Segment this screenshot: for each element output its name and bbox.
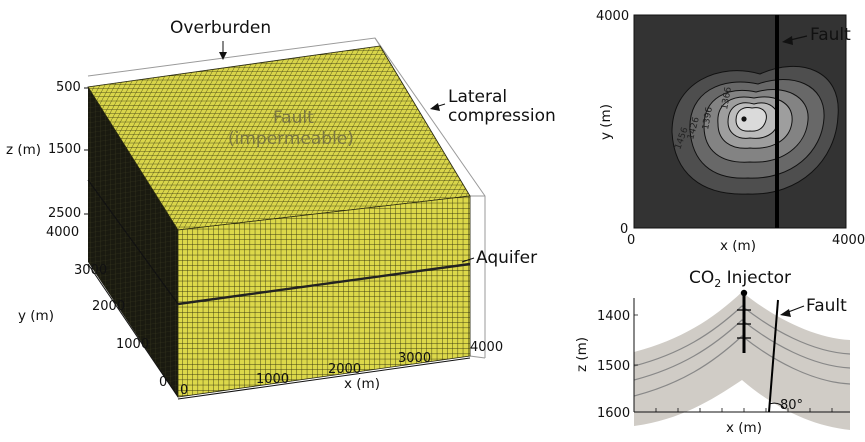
mesh-z-tick-1500: 1500 <box>48 142 81 157</box>
map-y-axis-label: y (m) <box>598 104 614 140</box>
aquifer-layer-line <box>177 262 471 306</box>
map-x-tick-0: 0 <box>627 233 635 248</box>
lateral-arrowhead <box>430 103 440 111</box>
mesh-y-tick-0: 0 <box>159 375 167 390</box>
section-z-axis-label: z (m) <box>574 337 590 372</box>
map-y-tick-0: 0 <box>620 222 628 237</box>
injector-head <box>740 289 748 297</box>
cross-section-horizons <box>633 305 851 397</box>
cross-section-panel <box>633 289 851 430</box>
mesh-y-axis: y (m) 4000 3000 2000 1000 0 <box>18 225 179 398</box>
map-fault-arrowhead <box>782 36 793 45</box>
section-z-tick-1400: 1400 <box>597 309 630 324</box>
map-y-tick-4000: 4000 <box>596 9 629 24</box>
fault-label-line2: (impermeable) <box>228 129 354 149</box>
mesh-x-tick-4000: 4000 <box>470 340 503 355</box>
mesh-annotations: Overburden Lateral compression Fault (im… <box>170 18 556 268</box>
mesh-y-axis-label: y (m) <box>18 308 54 324</box>
section-x-axis-label: x (m) <box>726 420 762 436</box>
section-z-tick-1600: 1600 <box>597 406 630 421</box>
contour-map-panel: 1366 1396 1426 1456 <box>633 14 847 229</box>
fault-label-line1: Fault <box>273 108 314 128</box>
injector-point <box>741 116 747 122</box>
mesh-z-tick-2500: 2500 <box>48 206 81 221</box>
mesh-y-tick-1000: 1000 <box>116 337 149 352</box>
overburden-arrowhead <box>219 52 227 60</box>
mesh-x-axis: x (m) 0 1000 2000 3000 4000 <box>177 340 503 400</box>
aquifer-arrow <box>461 257 475 263</box>
section-z-tick-1500: 1500 <box>597 359 630 374</box>
contour-lines <box>671 66 839 195</box>
cross-section-layers <box>634 292 850 430</box>
mesh-front-face <box>177 195 471 398</box>
contour-label-1396: 1396 <box>701 106 715 131</box>
contour-map-annotations: Fault 4000 0 y (m) 0 4000 x (m) <box>596 9 865 254</box>
aquifer-label: Aquifer <box>476 248 537 268</box>
mesh-y-tick-2000: 2000 <box>92 299 125 314</box>
mesh-z-axis-label: z (m) <box>6 142 41 158</box>
mesh-z-tick-500: 500 <box>56 80 81 95</box>
fault-line-section <box>768 299 779 413</box>
map-x-axis-label: x (m) <box>720 238 756 254</box>
aquifer-layer-line-side <box>87 179 179 305</box>
mesh-x-tick-1000: 1000 <box>256 372 289 387</box>
contour-label-1366: 1366 <box>720 86 734 111</box>
mesh-x-tick-0: 0 <box>180 383 188 398</box>
lateral-label-line2: compression <box>448 106 556 126</box>
map-x-tick-4000: 4000 <box>832 233 865 248</box>
cross-section-annotations: CO2 Injector Fault 80° 1400 1500 1600 z … <box>574 268 847 436</box>
mesh-y-tick-4000: 4000 <box>46 225 79 240</box>
mesh-z-axis: z (m) 500 1500 2500 <box>6 80 88 221</box>
map-fault-label: Fault <box>810 25 851 45</box>
overburden-label: Overburden <box>170 18 271 38</box>
mesh-x-tick-3000: 3000 <box>398 351 431 366</box>
injector-title: CO2 Injector <box>689 268 791 290</box>
mesh-x-tick-2000: 2000 <box>328 362 361 377</box>
mesh-block-3d <box>87 37 486 398</box>
mesh-x-axis-label: x (m) <box>344 376 380 392</box>
mesh-y-tick-3000: 3000 <box>74 263 107 278</box>
fault-angle-label: 80° <box>780 398 803 413</box>
lateral-label-line1: Lateral <box>448 87 507 107</box>
section-fault-label: Fault <box>806 296 847 316</box>
